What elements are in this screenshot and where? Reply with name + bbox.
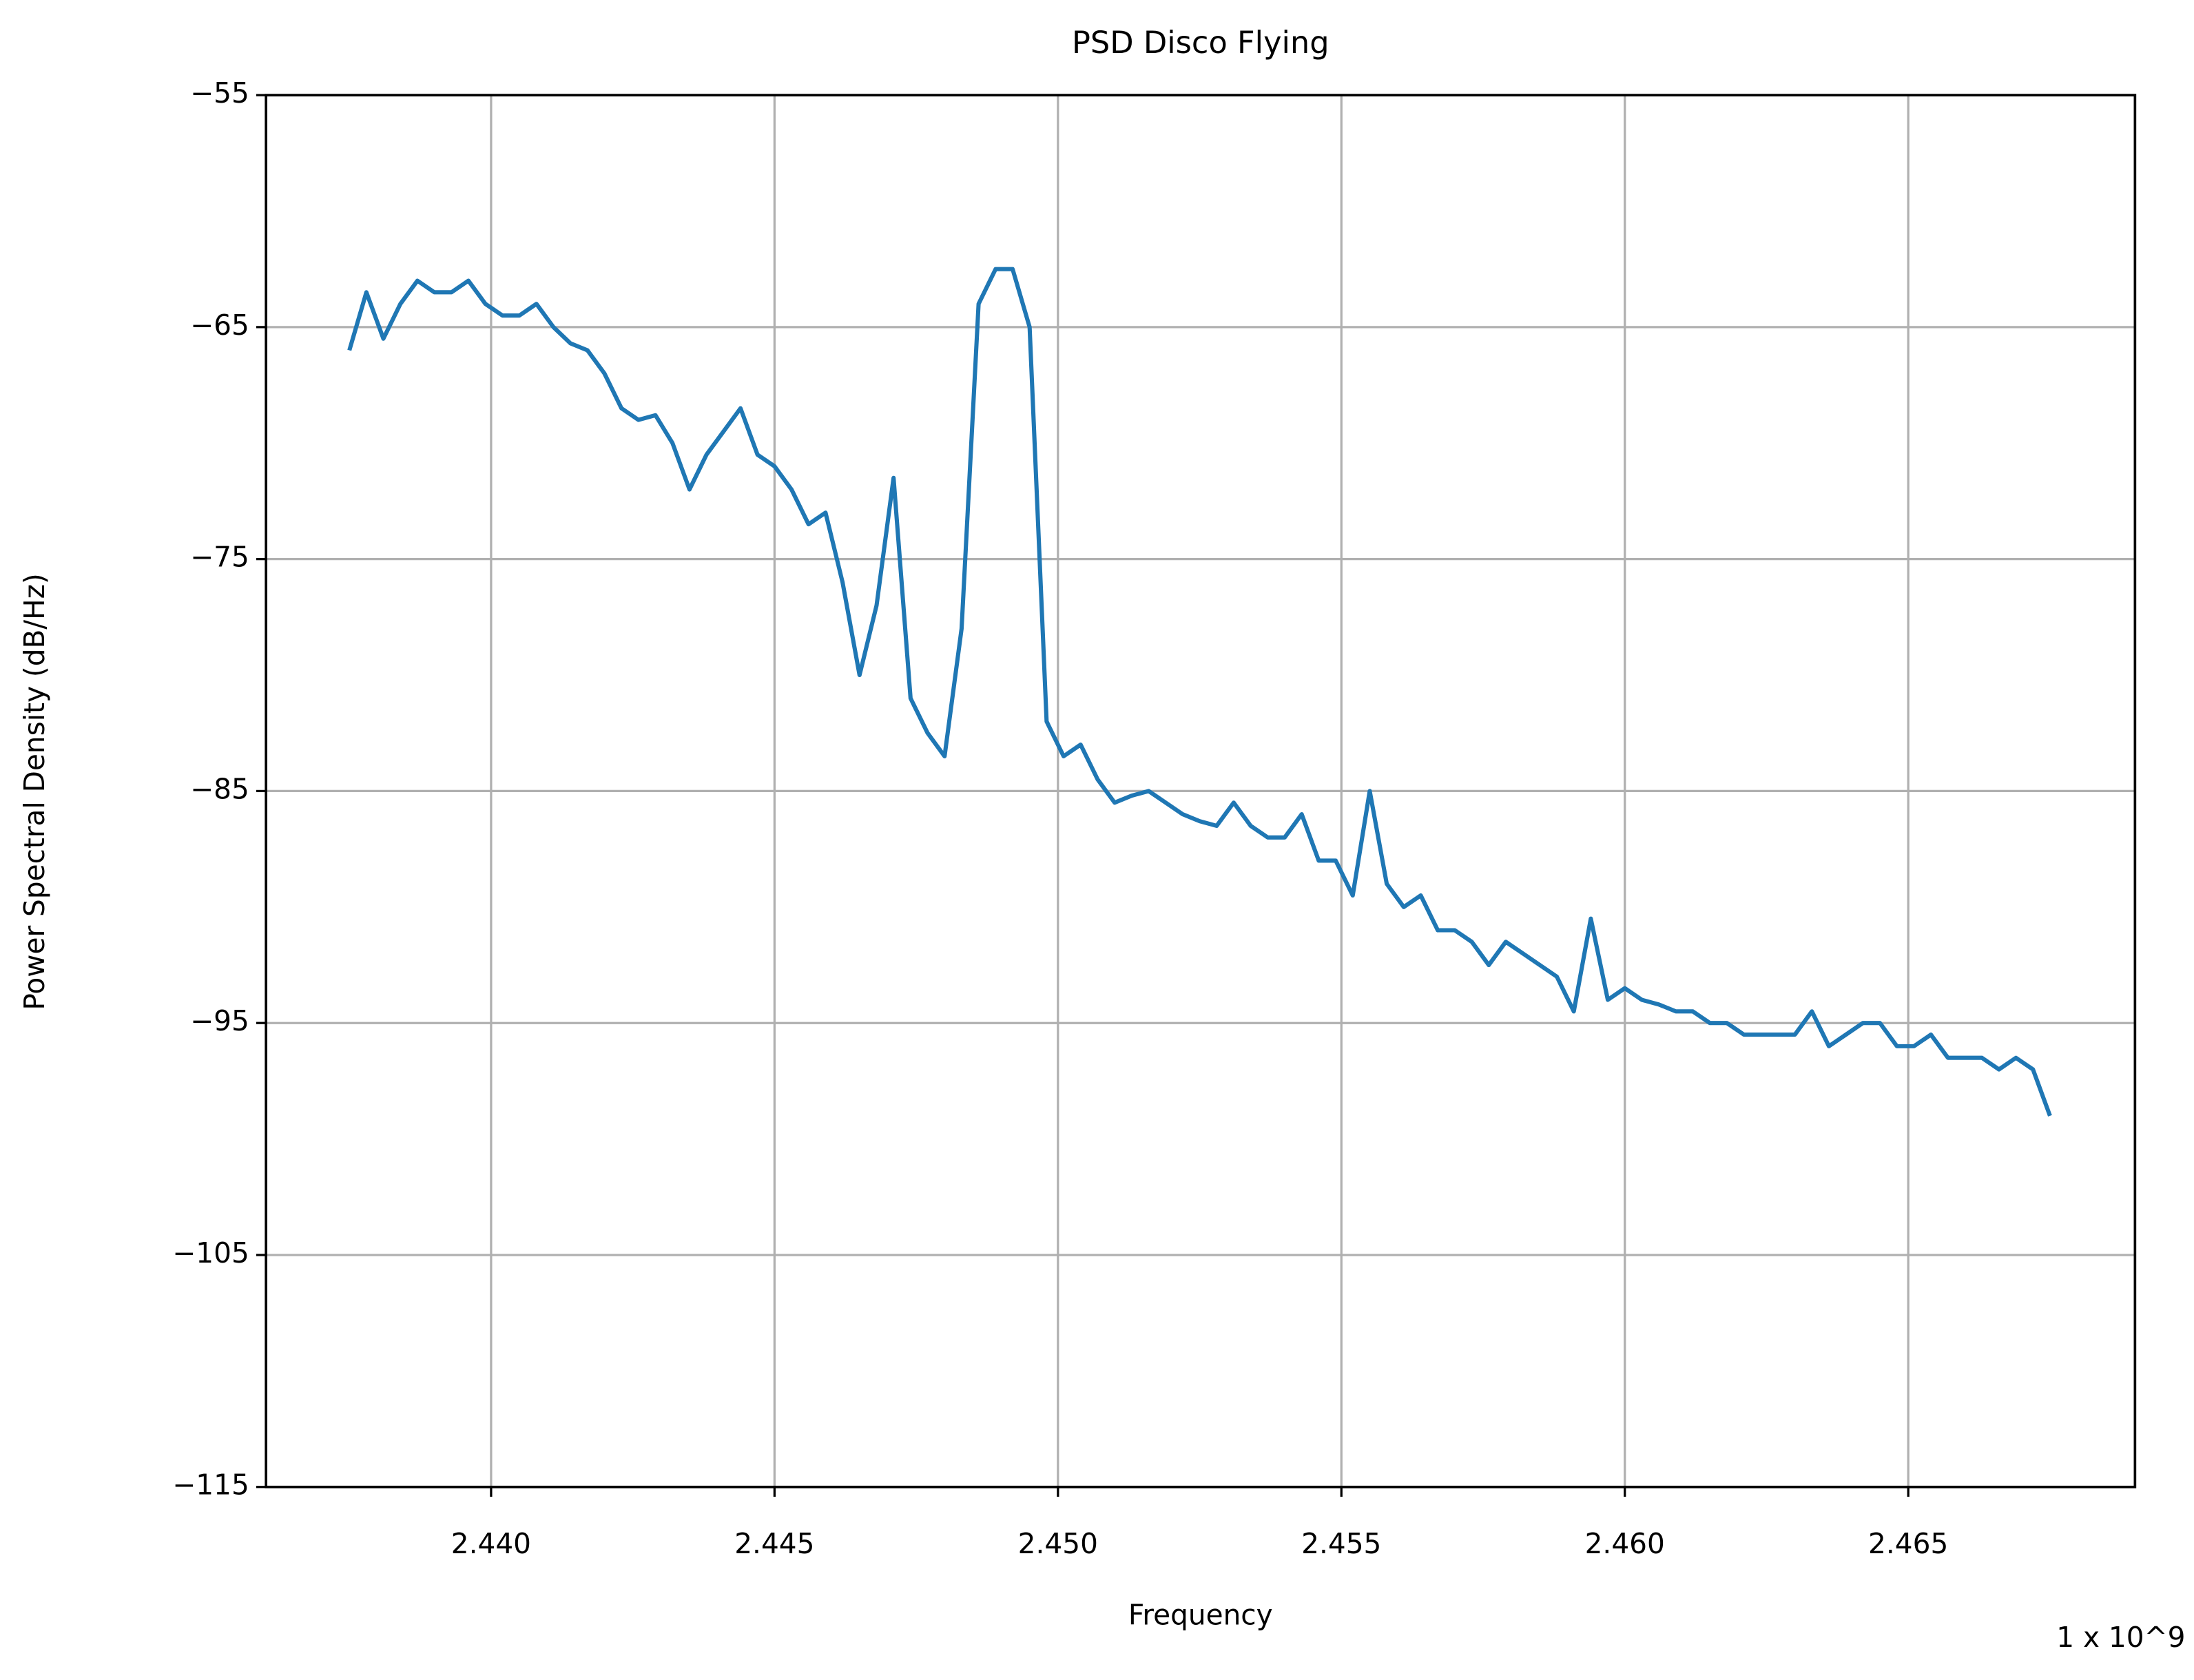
x-axis-label: Frequency xyxy=(1128,1599,1273,1632)
y-tick-label: −95 xyxy=(190,1004,249,1037)
y-tick-label: −55 xyxy=(190,76,249,110)
y-tick-label: −75 xyxy=(190,541,249,574)
x-tick-label: 2.450 xyxy=(1018,1527,1098,1560)
x-tick-label: 2.460 xyxy=(1585,1527,1665,1560)
y-tick-label: −65 xyxy=(190,309,249,342)
y-tick-label: −115 xyxy=(172,1469,249,1502)
y-tick-label: −105 xyxy=(172,1236,249,1269)
y-axis-label: Power Spectral Density (dB/Hz) xyxy=(18,573,51,1010)
chart-title: PSD Disco Flying xyxy=(1072,25,1329,61)
x-tick-label: 2.445 xyxy=(734,1527,814,1560)
y-tick-label: −85 xyxy=(190,772,249,805)
x-tick-label: 2.455 xyxy=(1301,1527,1381,1560)
plot-frame xyxy=(265,94,2137,1489)
data-line xyxy=(347,267,2052,1117)
x-tick-label: 2.465 xyxy=(1868,1527,1948,1560)
x-tick-label: 2.440 xyxy=(451,1527,531,1560)
x-offset-label: 1 x 10^9 xyxy=(2056,1621,2185,1654)
